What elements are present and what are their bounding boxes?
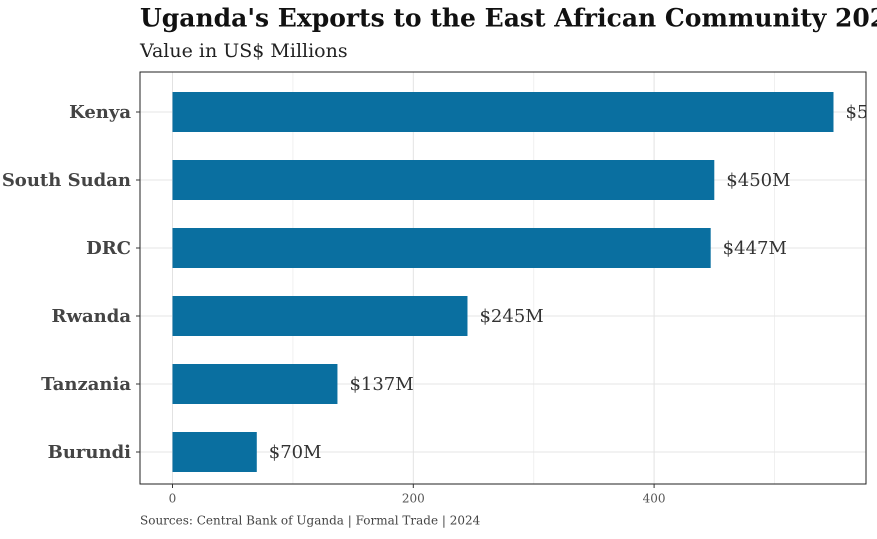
- value-label: $137M: [349, 374, 413, 395]
- x-tick-label: 400: [643, 492, 666, 506]
- chart-title: Uganda's Exports to the East African Com…: [140, 4, 877, 33]
- value-label: $70M: [269, 442, 322, 463]
- x-tick-label: 0: [169, 492, 177, 506]
- bars: [172, 92, 834, 472]
- chart-subtitle: Value in US$ Millions: [139, 40, 348, 62]
- bar: [172, 364, 338, 404]
- y-tick-label: South Sudan: [2, 170, 131, 191]
- value-label: $549M: [845, 102, 877, 123]
- bar: [172, 432, 257, 472]
- y-tick-label: Tanzania: [41, 374, 131, 395]
- y-tick-label: Kenya: [69, 102, 131, 123]
- y-tick-label: Burundi: [48, 442, 132, 463]
- plot-border: [139, 71, 867, 485]
- y-tick-label: Rwanda: [52, 306, 132, 327]
- source-note: Sources: Central Bank of Uganda | Formal…: [140, 514, 481, 528]
- y-tick-label: DRC: [86, 238, 131, 259]
- x-tick-label: 200: [402, 492, 425, 506]
- grid: [140, 72, 866, 484]
- bar: [172, 296, 468, 336]
- value-label: $450M: [726, 170, 790, 191]
- bar: [172, 228, 711, 268]
- bar: [172, 160, 715, 200]
- value-label: $447M: [723, 238, 787, 259]
- value-labels: $549M $450M $447M $245M $137M $70M: [269, 102, 877, 463]
- bar: [172, 92, 834, 132]
- value-label: $245M: [479, 306, 543, 327]
